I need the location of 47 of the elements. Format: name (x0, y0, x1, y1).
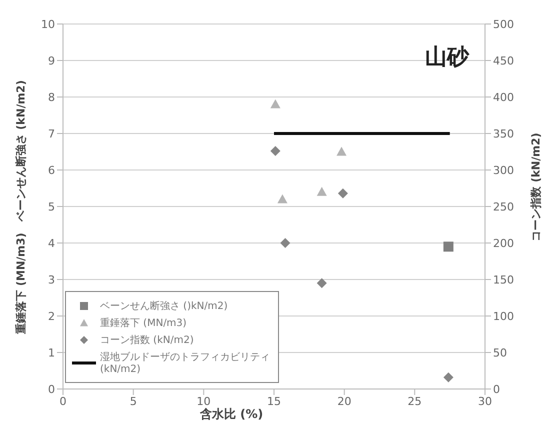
x-tick-label: 20 (337, 394, 352, 408)
legend-label: 湿地ブルドーザのトラフィカビリティ(kN/m2) (100, 350, 271, 375)
y-tick-label: 5 (48, 200, 55, 214)
y-tick-label: 1 (48, 346, 55, 360)
point (336, 146, 347, 156)
y-tick-label: 4 (48, 236, 55, 250)
legend-label: 重錘落下 (MN/m3) (100, 316, 187, 330)
y2-tick-label: 200 (493, 236, 514, 250)
point (443, 372, 454, 382)
x-axis-title: 含水比 (%) (200, 406, 264, 423)
x-tick-label: 10 (196, 394, 211, 408)
y2-tick-label: 350 (493, 127, 514, 140)
x-tick-label: 15 (267, 394, 281, 408)
y2-tick-label: 300 (493, 164, 514, 177)
legend-label: ベーンせん断強さ ()kN/m2) (100, 300, 228, 313)
point (270, 146, 280, 156)
point (443, 242, 454, 252)
point (270, 99, 280, 108)
y2-tick-label: 50 (493, 346, 507, 360)
y-axis-title: 重錘落下 (MN/m3) ベーンせん断強さ (kN/m2) (14, 80, 28, 334)
y2-tick-label: 100 (493, 310, 514, 323)
y2-axis-title: コーン指数 (kN/m2) (528, 132, 544, 241)
point (280, 238, 290, 248)
y-tick-label: 8 (48, 90, 55, 104)
text: 山砂 (425, 44, 469, 72)
y2-tick-label: 500 (493, 18, 514, 31)
y2-tick-label: 400 (493, 90, 514, 104)
x-tick-label: 5 (130, 394, 137, 408)
y2-tick-label: 250 (493, 200, 514, 214)
point (277, 194, 288, 204)
point (338, 188, 348, 198)
y2-tick-label: 450 (493, 54, 514, 68)
y-tick-label: 9 (48, 54, 55, 68)
y-tick-label: 7 (48, 127, 55, 140)
y2-tick-label: 0 (493, 382, 500, 396)
y-tick-label: 6 (48, 164, 55, 177)
y-tick-label: 0 (48, 382, 55, 396)
x-tick-label: 25 (408, 394, 422, 408)
y-tick-label: 10 (41, 18, 55, 31)
y-tick-label: 3 (48, 273, 55, 286)
y-tick-label: 2 (48, 310, 55, 323)
x-tick-label: 30 (478, 394, 492, 408)
y2-tick-label: 150 (493, 273, 514, 286)
point (316, 278, 327, 288)
x-tick-label: 0 (60, 394, 66, 408)
legend-label: コーン指数 (kN/m2) (100, 334, 194, 347)
point (316, 186, 327, 196)
